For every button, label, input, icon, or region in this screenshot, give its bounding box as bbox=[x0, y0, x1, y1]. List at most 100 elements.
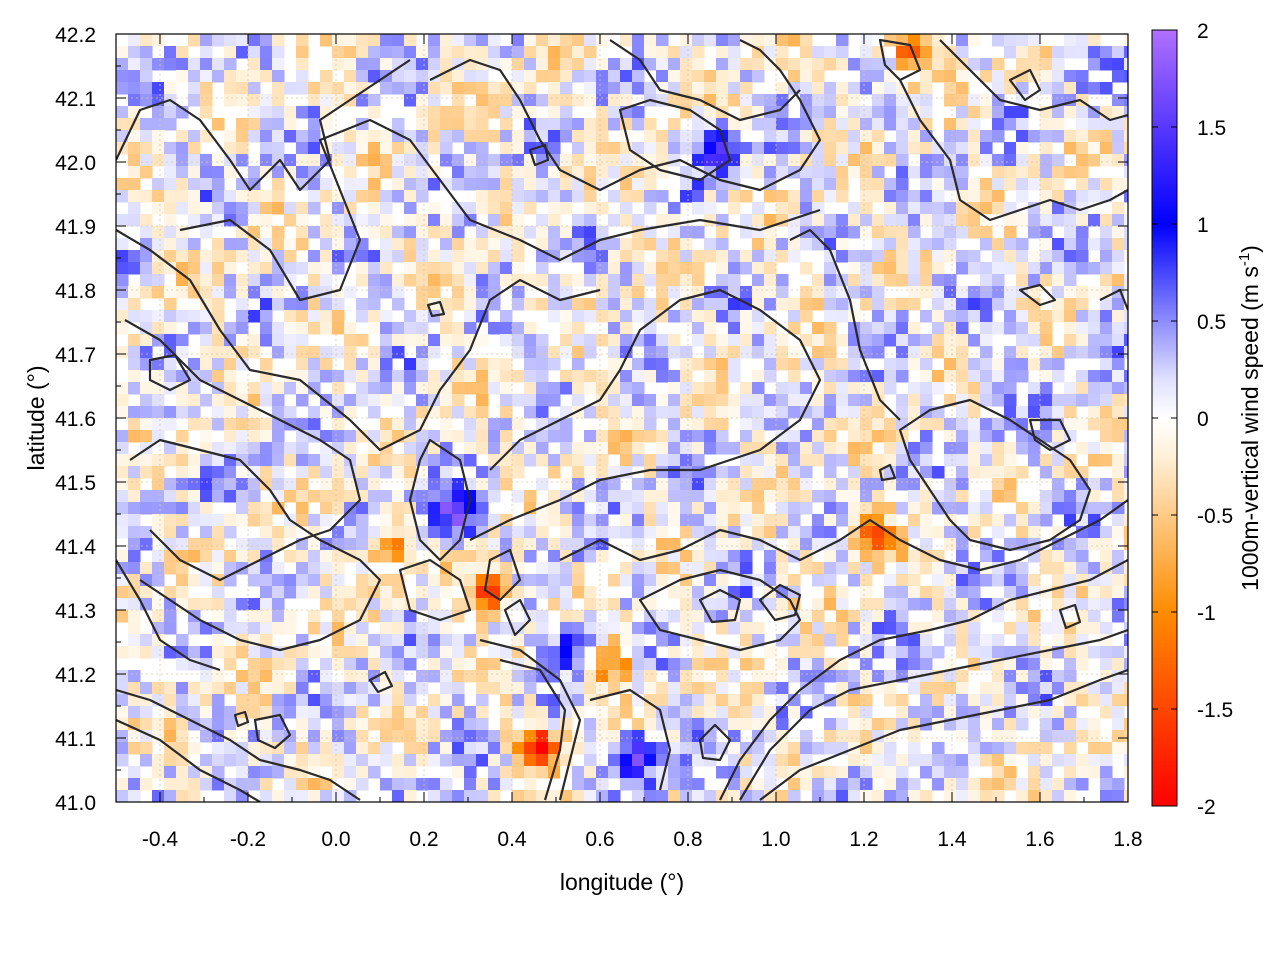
heat-cell bbox=[344, 586, 357, 599]
heat-cell bbox=[284, 310, 297, 323]
heat-cell bbox=[728, 442, 741, 455]
heat-cell bbox=[200, 202, 213, 215]
heat-cell bbox=[788, 574, 801, 587]
heat-cell bbox=[812, 778, 825, 791]
heat-cell bbox=[560, 118, 573, 131]
heat-cell bbox=[1100, 130, 1113, 143]
heat-cell bbox=[896, 106, 909, 119]
heat-cell bbox=[1124, 178, 1128, 191]
heat-cell bbox=[152, 478, 165, 491]
heat-cell bbox=[1064, 382, 1077, 395]
heat-cell bbox=[872, 370, 885, 383]
heat-cell bbox=[956, 214, 969, 227]
heat-cell bbox=[740, 310, 753, 323]
heat-cell bbox=[500, 682, 513, 695]
heat-cell bbox=[704, 142, 717, 155]
heat-cell bbox=[896, 538, 909, 551]
heat-cell bbox=[1088, 214, 1101, 227]
heat-cell bbox=[1028, 526, 1041, 539]
heat-cell bbox=[428, 286, 441, 299]
heat-cell bbox=[1088, 418, 1101, 431]
heat-cell bbox=[536, 190, 549, 203]
heat-cell bbox=[1052, 94, 1065, 107]
heat-cell bbox=[500, 274, 513, 287]
heat-cell bbox=[1016, 274, 1029, 287]
heat-cell bbox=[956, 346, 969, 359]
heat-cell bbox=[728, 34, 741, 47]
heat-cell bbox=[632, 34, 645, 47]
heat-cell bbox=[308, 754, 321, 767]
heat-cell bbox=[380, 694, 393, 707]
heat-cell bbox=[716, 190, 729, 203]
heat-cell bbox=[452, 634, 465, 647]
heat-cell bbox=[476, 202, 489, 215]
heat-cell bbox=[560, 82, 573, 95]
heat-cell bbox=[536, 178, 549, 191]
heat-cell bbox=[800, 202, 813, 215]
heat-cell bbox=[1004, 718, 1017, 731]
heat-cell bbox=[188, 382, 201, 395]
heat-cell bbox=[296, 466, 309, 479]
heat-cell bbox=[1016, 370, 1029, 383]
heat-cell bbox=[644, 130, 657, 143]
heat-cell bbox=[824, 178, 837, 191]
heat-cell bbox=[380, 358, 393, 371]
heat-cell bbox=[188, 466, 201, 479]
heat-cell bbox=[584, 94, 597, 107]
heat-cell bbox=[404, 250, 417, 263]
heat-cell bbox=[704, 478, 717, 491]
heat-cell bbox=[704, 646, 717, 659]
heat-cell bbox=[968, 106, 981, 119]
heat-cell bbox=[692, 718, 705, 731]
heat-cell bbox=[1112, 694, 1125, 707]
heat-cell bbox=[452, 718, 465, 731]
heat-cell bbox=[284, 682, 297, 695]
heat-cell bbox=[512, 130, 525, 143]
heat-cell bbox=[260, 778, 273, 791]
heat-cell bbox=[956, 322, 969, 335]
heat-cell bbox=[1004, 106, 1017, 119]
heat-cell bbox=[1100, 394, 1113, 407]
heat-cell bbox=[1064, 82, 1077, 95]
heat-cell bbox=[572, 526, 585, 539]
heat-cell bbox=[692, 622, 705, 635]
heat-cell bbox=[740, 634, 753, 647]
heat-cell bbox=[644, 562, 657, 575]
heat-cell bbox=[992, 730, 1005, 743]
heat-cell bbox=[1112, 598, 1125, 611]
heat-cell bbox=[356, 394, 369, 407]
heat-cell bbox=[668, 478, 681, 491]
heat-cell bbox=[860, 538, 873, 551]
heat-cell bbox=[212, 370, 225, 383]
heat-cell bbox=[908, 550, 921, 563]
heat-cell bbox=[296, 154, 309, 167]
heat-cell bbox=[752, 274, 765, 287]
heat-cell bbox=[836, 154, 849, 167]
heat-cell bbox=[608, 790, 621, 802]
heat-cell bbox=[836, 718, 849, 731]
heat-cell bbox=[488, 34, 501, 47]
heat-cell bbox=[1112, 394, 1125, 407]
heat-cell bbox=[200, 334, 213, 347]
heat-cell bbox=[152, 502, 165, 515]
heat-cell bbox=[1088, 586, 1101, 599]
heat-cell bbox=[692, 646, 705, 659]
heat-cell bbox=[836, 214, 849, 227]
heat-cell bbox=[1028, 634, 1041, 647]
heat-cell bbox=[944, 82, 957, 95]
heat-cell bbox=[596, 778, 609, 791]
heat-cell bbox=[932, 766, 945, 779]
heat-cell bbox=[1124, 106, 1128, 119]
heat-cell bbox=[248, 166, 261, 179]
heat-cell bbox=[668, 646, 681, 659]
heat-cell bbox=[824, 238, 837, 251]
heat-cell bbox=[956, 34, 969, 47]
heat-cell bbox=[872, 214, 885, 227]
heat-cell bbox=[812, 598, 825, 611]
heat-cell bbox=[536, 226, 549, 239]
heat-cell bbox=[860, 790, 873, 802]
heat-cell bbox=[608, 106, 621, 119]
heat-cell bbox=[152, 526, 165, 539]
heat-cell bbox=[332, 478, 345, 491]
heat-cell bbox=[560, 154, 573, 167]
